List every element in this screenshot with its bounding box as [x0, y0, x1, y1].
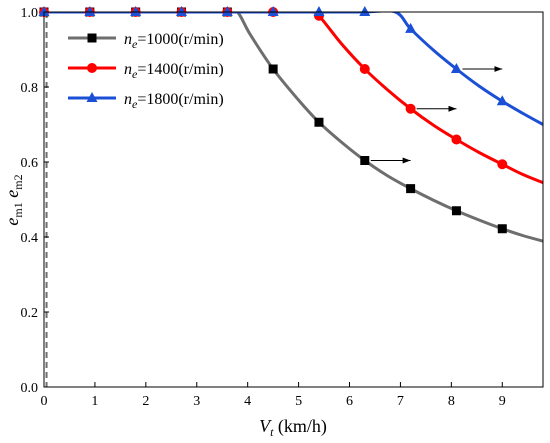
x-tick-label: 1	[91, 394, 98, 409]
x-tick-label: 3	[193, 394, 200, 409]
y-axis-title: em1 em2	[2, 174, 25, 225]
data-point-triangle	[267, 6, 279, 16]
x-tick-label: 7	[397, 394, 404, 409]
x-tick-label: 2	[142, 394, 149, 409]
data-point-square	[268, 64, 278, 74]
data-point-square	[360, 156, 370, 165]
y-tick-label: 1.0	[21, 6, 39, 21]
y-tick-label: 0.6	[21, 156, 39, 171]
data-point-triangle	[221, 6, 233, 16]
data-point-triangle	[496, 95, 508, 106]
data-point-circle	[451, 134, 462, 145]
series-line-0	[44, 12, 543, 243]
legend-label: ne=1800(r/min)	[124, 91, 224, 111]
data-point-triangle	[359, 6, 371, 16]
data-point-circle	[497, 159, 508, 170]
data-point-triangle	[84, 6, 96, 16]
data-point-square	[497, 224, 507, 234]
series-line-1	[44, 12, 543, 185]
y-tick-label: 0.8	[21, 81, 39, 96]
y-tick-label: 0.0	[21, 381, 39, 396]
y-tick-label: 0.4	[21, 231, 39, 246]
x-tick-label: 0	[41, 394, 48, 409]
x-tick-label: 6	[346, 394, 353, 409]
legend: ne=1000(r/min) ne=1400(r/min) ne=1800(r/mi…	[68, 31, 224, 111]
x-tick-label: 8	[448, 394, 455, 409]
x-tick-label: 5	[295, 394, 302, 409]
data-point-triangle	[313, 6, 325, 16]
data-point-triangle	[130, 6, 142, 16]
data-point-square	[451, 206, 461, 216]
x-tick-label: 9	[499, 394, 506, 409]
legend-marker-triangle	[86, 92, 98, 102]
data-point-circle	[405, 103, 416, 114]
data-point-square	[314, 117, 324, 127]
legend-label: ne=1000(r/min)	[124, 31, 224, 51]
plot-frame	[43, 11, 544, 388]
legend-marker-circle	[87, 63, 97, 73]
data-point-triangle	[405, 22, 417, 33]
data-point-triangle	[38, 6, 50, 16]
data-point-triangle	[450, 63, 462, 73]
series-line-2	[44, 12, 543, 126]
data-point-square	[406, 184, 416, 194]
data-point-circle	[359, 64, 370, 74]
x-axis-title: Vt (km/h)	[259, 416, 327, 439]
data-point-triangle	[175, 6, 187, 16]
legend-marker-square	[87, 33, 97, 43]
x-tick-label: 4	[244, 394, 251, 409]
legend-label: ne=1400(r/min)	[124, 61, 224, 81]
y-tick-label: 0.2	[21, 306, 39, 321]
